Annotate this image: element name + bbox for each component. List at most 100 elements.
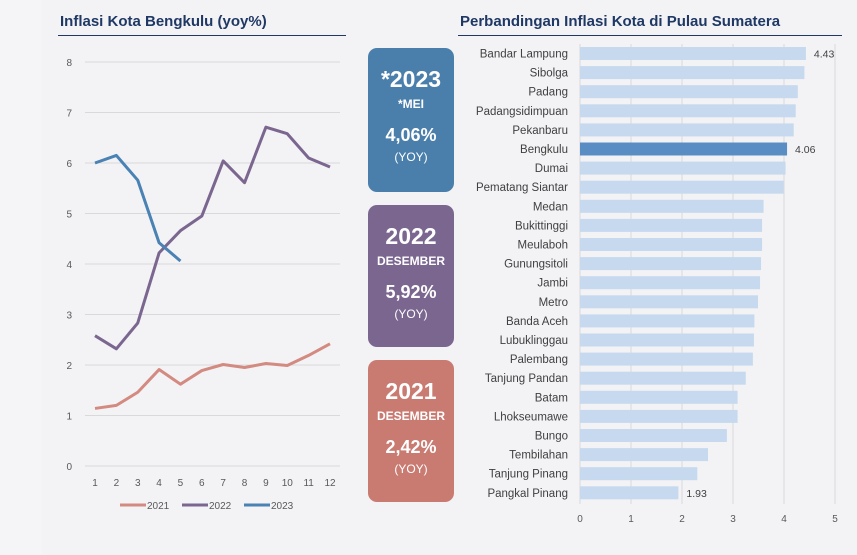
x-tick-label: 3: [730, 514, 736, 525]
bar-bukittinggi: [580, 218, 763, 232]
category-label: Pangkal Pinang: [487, 488, 568, 500]
category-label: Meulaboh: [517, 240, 568, 252]
bar-pangkal-pinang: [580, 486, 679, 500]
bar-bungo: [580, 429, 727, 442]
category-label: Padang: [528, 87, 568, 99]
y-tick-label: 7: [66, 109, 72, 120]
x-tick-label: 2: [114, 478, 120, 489]
category-label: Gunungsitoli: [504, 259, 568, 271]
category-label: Palembang: [510, 354, 568, 366]
x-tick-label: 3: [135, 478, 141, 489]
x-tick-label: 1: [628, 514, 634, 525]
card-value: 5,92%: [385, 282, 437, 302]
series-line-2021: [94, 342, 331, 410]
bar-jambi: [580, 276, 761, 290]
card-period: DESEMBER: [376, 409, 445, 423]
bar-sibolga: [580, 66, 805, 80]
card-year: 2021: [385, 378, 437, 404]
category-label: Batam: [535, 392, 568, 404]
legend-label: 2021: [147, 501, 170, 512]
category-label: Bengkulu: [520, 144, 568, 156]
x-tick-label: 5: [178, 478, 184, 489]
bar-gunungsitoli: [580, 257, 762, 271]
y-tick-label: 6: [66, 159, 72, 170]
category-label: Bungo: [535, 431, 568, 443]
y-tick-label: 2: [66, 361, 72, 372]
category-label: Pekanbaru: [512, 125, 568, 137]
x-tick-label: 1: [92, 478, 98, 489]
bar-banda-aceh: [580, 314, 755, 328]
title-divider: [458, 35, 842, 36]
category-label: Metro: [539, 297, 568, 309]
category-label: Sibolga: [530, 68, 569, 80]
category-label: Banda Aceh: [506, 316, 568, 328]
data-label: 4.06: [795, 144, 816, 156]
card-value: 2,42%: [385, 437, 437, 457]
bar-tanjung-pinang: [580, 467, 698, 481]
bar-medan: [580, 199, 764, 213]
category-label: Tanjung Pandan: [485, 373, 568, 385]
card-year: *2023: [380, 66, 442, 92]
x-tick-label: 8: [242, 478, 248, 489]
x-tick-label: 10: [282, 478, 294, 489]
category-label: Medan: [533, 201, 568, 213]
bar-tanjung-pandan: [580, 371, 746, 385]
category-label: Lubuklinggau: [500, 335, 568, 347]
bar-palembang: [580, 352, 753, 366]
card-2022: 2022 DESEMBER 5,92% (YOY): [368, 205, 454, 347]
x-tick-label: 11: [303, 478, 314, 489]
bar-pekanbaru: [580, 123, 794, 137]
bar-metro: [580, 295, 758, 309]
bar-padang: [580, 85, 798, 99]
x-tick-label: 2: [679, 514, 685, 525]
x-tick-label: 4: [781, 514, 787, 525]
bar-batam: [580, 390, 738, 404]
category-label: Pematang Siantar: [476, 182, 568, 194]
category-label: Bandar Lampung: [480, 49, 568, 61]
category-label: Lhokseumawe: [494, 411, 568, 423]
bar-dumai: [580, 161, 786, 175]
series-line-2023: [94, 153, 182, 263]
x-tick-label: 4: [156, 478, 162, 489]
bar-bengkulu: [580, 142, 788, 156]
bar-meulaboh: [580, 238, 763, 251]
category-label: Bukittinggi: [515, 220, 568, 232]
x-tick-label: 0: [577, 514, 583, 525]
x-tick-label: 12: [324, 478, 336, 489]
card-2023: *2023 *MEI 4,06% (YOY): [368, 48, 454, 192]
category-label: Jambi: [537, 278, 568, 290]
x-tick-label: 6: [199, 478, 205, 489]
bar-bandar-lampung: [580, 47, 806, 60]
card-period: DESEMBER: [376, 254, 445, 268]
card-2021: 2021 DESEMBER 2,42% (YOY): [368, 360, 454, 502]
y-tick-label: 4: [66, 260, 72, 271]
y-tick-label: 3: [66, 311, 72, 322]
y-tick-label: 0: [66, 462, 72, 473]
y-tick-label: 1: [66, 412, 72, 423]
x-tick-label: 7: [220, 478, 226, 489]
bar-lubuklinggau: [580, 333, 754, 347]
x-tick-label: 9: [263, 478, 269, 489]
category-label: Dumai: [535, 163, 568, 175]
series-line-2022: [94, 125, 331, 351]
bar-padangsidimpuan: [580, 104, 796, 118]
card-value: 4,06%: [385, 125, 437, 145]
line-chart-title: Inflasi Kota Bengkulu (yoy%): [60, 13, 267, 30]
category-label: Tembilahan: [509, 450, 568, 462]
card-unit: (YOY): [394, 462, 428, 476]
card-unit: (YOY): [394, 150, 428, 164]
legend-label: 2022: [209, 501, 232, 512]
data-label: 4.43: [814, 49, 835, 61]
card-period: *MEI: [397, 97, 424, 111]
y-tick-label: 5: [66, 210, 72, 221]
card-unit: (YOY): [394, 307, 428, 321]
card-year: 2022: [385, 223, 437, 249]
x-tick-label: 5: [832, 514, 838, 525]
y-tick-label: 8: [66, 58, 72, 69]
legend-label: 2023: [271, 501, 294, 512]
data-label: 1.93: [686, 488, 707, 500]
bar-lhokseumawe: [580, 409, 738, 423]
category-label: Tanjung Pinang: [489, 469, 568, 481]
